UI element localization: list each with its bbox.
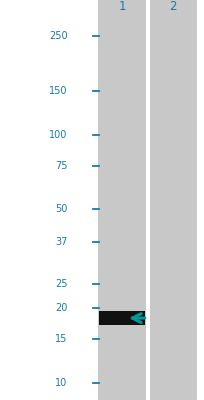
Text: 150: 150 [49, 86, 67, 96]
Text: 50: 50 [55, 204, 67, 214]
Text: 20: 20 [55, 303, 67, 313]
Bar [98, 0, 145, 400]
Text: 25: 25 [55, 279, 67, 289]
Text: 1: 1 [118, 0, 125, 13]
Text: 250: 250 [49, 31, 67, 41]
Bar [149, 0, 196, 400]
Text: 37: 37 [55, 237, 67, 247]
Bar [99, 311, 144, 325]
Text: 2: 2 [169, 0, 176, 13]
Text: 10: 10 [55, 378, 67, 388]
Text: 75: 75 [55, 161, 67, 171]
Text: 100: 100 [49, 130, 67, 140]
Text: 15: 15 [55, 334, 67, 344]
